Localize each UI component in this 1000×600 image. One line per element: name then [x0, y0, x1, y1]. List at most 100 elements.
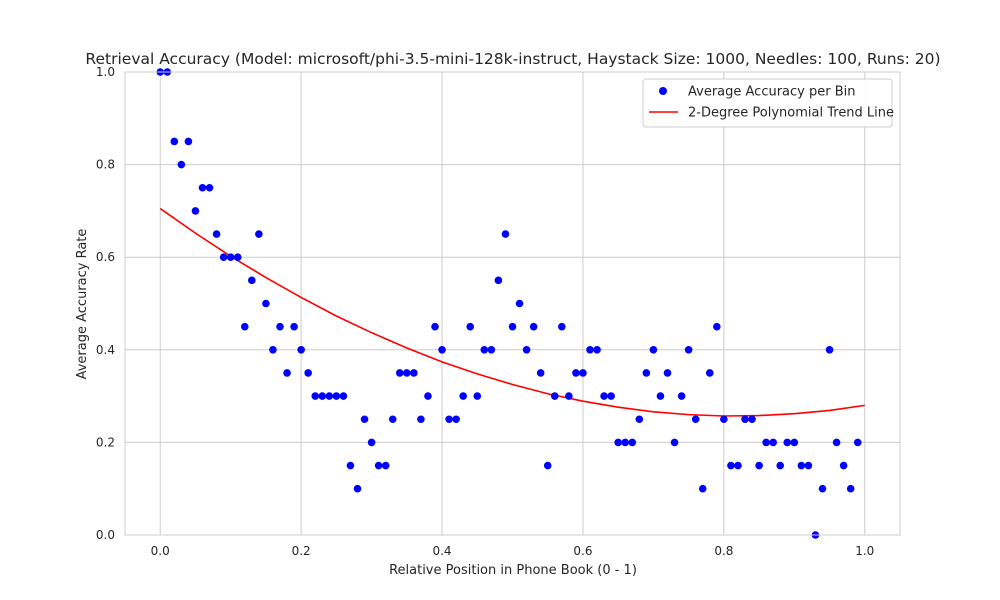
y-tick-label: 0.8 — [96, 158, 115, 172]
scatter-point — [459, 392, 467, 400]
scatter-point — [543, 461, 552, 470]
scatter-point — [395, 369, 404, 377]
scatter-point — [311, 392, 320, 400]
scatter-point — [713, 322, 721, 331]
scatter-point — [304, 369, 312, 377]
y-tick-label: 0.6 — [96, 250, 115, 264]
scatter-point — [529, 322, 538, 331]
scatter-point — [212, 230, 221, 238]
tick-labels: 0.0 0.2 0.4 0.6 0.8 1.0 0.0 0.2 0.4 0.6 0.8 1.0 — [96, 65, 874, 558]
scatter-point — [248, 276, 256, 285]
trend-line-layer — [159, 207, 865, 417]
scatter-point — [191, 207, 200, 215]
scatter-point — [438, 346, 446, 354]
scatter-point — [388, 415, 397, 424]
scatter-point — [487, 346, 496, 354]
scatter-point — [262, 299, 270, 308]
scatter-point — [825, 346, 834, 354]
scatter-point — [346, 461, 355, 470]
scatter-point — [353, 484, 362, 493]
scatter-point — [410, 369, 418, 377]
legend-scatter-marker — [659, 87, 667, 95]
scatter-point — [741, 415, 749, 424]
scatter-point — [325, 392, 334, 400]
scatter-point — [508, 322, 517, 331]
scatter-point — [240, 322, 249, 331]
chart-title: Retrieval Accuracy (Model: microsoft/phi… — [85, 50, 940, 68]
y-axis-label: Average Accuracy Rate — [75, 229, 90, 380]
x-tick-label: 0.2 — [292, 544, 311, 558]
scatter-point — [452, 415, 460, 424]
y-tick-label: 1.0 — [96, 65, 115, 79]
plot-frame — [124, 71, 901, 536]
plot-area — [125, 72, 900, 535]
scatter-point — [691, 415, 700, 424]
scatter-point — [360, 415, 369, 424]
scatter-point — [720, 415, 728, 424]
scatter-point — [663, 369, 672, 377]
scatter-point — [466, 322, 475, 331]
scatter-point — [339, 392, 348, 400]
scatter-point — [501, 230, 510, 238]
y-tick-label: 0.4 — [96, 343, 115, 357]
scatter-point — [374, 461, 383, 470]
scatter-point — [276, 322, 284, 331]
legend: Average Accuracy per Bin 2-Degree Polyno… — [642, 78, 894, 128]
scatter-point — [579, 369, 587, 377]
scatter-point — [656, 392, 665, 400]
scatter-point — [367, 438, 376, 447]
x-tick-label: 1.0 — [855, 544, 874, 558]
scatter-point — [424, 392, 432, 400]
scatter-point — [586, 346, 594, 354]
scatter-point — [403, 369, 411, 377]
scatter-point — [332, 392, 341, 400]
scatter-point — [233, 253, 242, 261]
x-tick-label: 0.4 — [432, 544, 451, 558]
scatter-point — [572, 369, 580, 377]
scatter-point — [445, 415, 453, 424]
scatter-point — [558, 322, 566, 331]
scatter-point — [226, 253, 235, 261]
scatter-point — [184, 137, 193, 146]
scatter-point — [614, 438, 622, 447]
scatter-point — [550, 392, 559, 400]
scatter-point — [515, 299, 524, 308]
scatter-point — [642, 369, 651, 377]
scatter-point — [748, 415, 756, 424]
legend-box — [642, 78, 893, 128]
legend-trend-label: 2-Degree Polynomial Trend Line — [688, 106, 894, 121]
scatter-point — [734, 461, 742, 470]
scatter-point — [839, 461, 848, 470]
scatter-point — [536, 369, 545, 377]
scatter-point — [607, 392, 615, 400]
scatter-point — [269, 346, 277, 354]
y-tick-label: 0.2 — [96, 435, 115, 449]
scatter-point — [480, 346, 489, 354]
scatter-point — [318, 392, 327, 400]
scatter-point — [198, 183, 207, 192]
scatter-point — [381, 461, 390, 470]
scatter-point — [769, 438, 777, 447]
scatter-point — [853, 438, 862, 447]
scatter-point — [431, 322, 439, 331]
scatter-point — [283, 369, 291, 377]
scatter-point — [635, 415, 644, 424]
scatter-point — [705, 369, 714, 377]
scatter-point — [790, 438, 799, 447]
scatter-point — [670, 438, 679, 447]
legend-scatter-label: Average Accuracy per Bin — [688, 85, 856, 100]
scatter-point — [600, 392, 608, 400]
x-tick-label: 0.6 — [573, 544, 592, 558]
scatter-point — [290, 322, 298, 331]
scatter-point — [473, 392, 482, 400]
scatter-point — [818, 484, 827, 493]
scatter-point — [832, 438, 841, 447]
y-tick-label: 0.0 — [96, 528, 115, 542]
x-tick-label: 0.8 — [714, 544, 733, 558]
scatter-point — [219, 253, 228, 261]
scatter-point — [621, 438, 630, 447]
scatter-point — [177, 160, 186, 169]
scatter-point — [417, 415, 425, 424]
scatter-point — [783, 438, 792, 447]
